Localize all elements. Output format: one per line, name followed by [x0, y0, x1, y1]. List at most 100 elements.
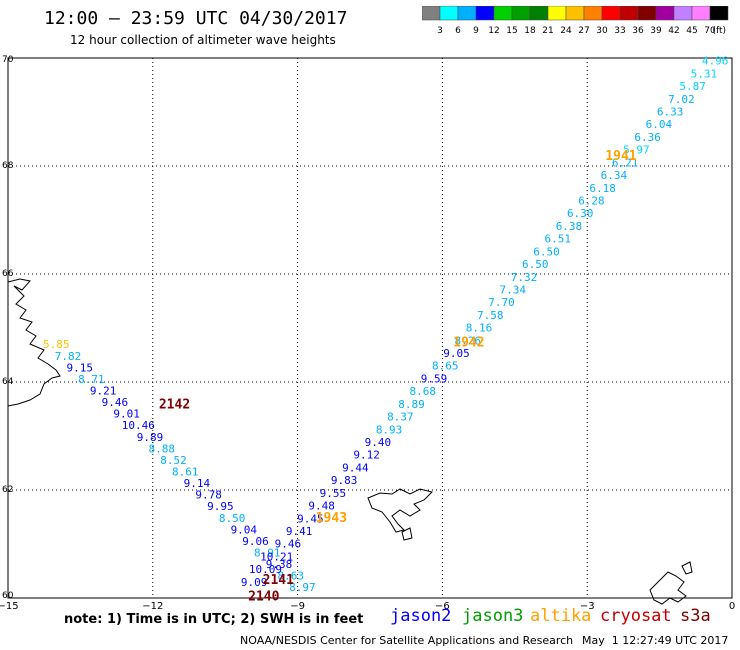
wave-height-label: 7.34: [499, 283, 526, 296]
wave-height-label: 10.21: [260, 550, 293, 563]
wave-height-label: 6.36: [634, 131, 661, 144]
wave-height-label: 5.97: [623, 144, 650, 157]
pass-time-label: 1943: [316, 511, 347, 526]
lat-tick-label: 62: [2, 485, 13, 495]
wave-height-label: 8.97: [289, 581, 316, 594]
legend-cryosat: cryosat: [600, 606, 672, 626]
color-swatch: [529, 6, 549, 21]
wave-height-label: 9.04: [231, 523, 258, 536]
color-swatch: [547, 6, 567, 21]
wave-height-label: 6.50: [533, 245, 560, 258]
wave-height-label: 8.71: [78, 373, 105, 386]
footer-credit: NOAA/NESDIS Center for Satellite Applica…: [240, 634, 574, 647]
wave-height-label: 6.28: [578, 195, 605, 208]
wave-height-label: 9.59: [421, 372, 448, 385]
wave-height-label: 9.78: [195, 489, 222, 502]
wave-height-tracks: 5.857.829.158.719.219.469.0110.469.898.8…: [43, 55, 728, 595]
color-swatch: [583, 6, 603, 21]
wave-height-label: 4.96: [702, 55, 729, 68]
wave-height-label: 6.04: [646, 118, 673, 131]
pass-time-label: 1942: [453, 336, 484, 351]
wave-height-label: 6.51: [544, 233, 571, 246]
wave-height-label: 9.05: [443, 347, 470, 360]
wave-height-label: 9.89: [137, 431, 164, 444]
wave-height-label: 5.31: [691, 67, 718, 80]
wave-height-label: 8.37: [387, 411, 414, 424]
color-swatch: [601, 6, 621, 21]
color-swatch: [511, 6, 531, 21]
wave-height-label: 7.82: [55, 350, 82, 363]
wave-height-label: 6.30: [567, 207, 594, 220]
wave-height-label: 9.45: [297, 512, 324, 525]
lon-tick-label: 0: [729, 601, 735, 612]
color-swatch: [619, 6, 639, 21]
color-swatch: [673, 6, 693, 21]
lon-tick-label: −3: [580, 601, 595, 612]
wave-height-label: 5.85: [43, 338, 70, 351]
wave-height-label: 6.21: [612, 156, 639, 169]
wave-height-label: 6.38: [556, 220, 583, 233]
color-scale-label: 42: [668, 26, 679, 36]
wave-height-label: 6.18: [589, 182, 616, 195]
wave-height-label: 9.01: [113, 408, 140, 421]
pass-time-label: 2141: [263, 573, 294, 588]
wave-height-label: 9.46: [102, 396, 129, 409]
wave-height-label: 7.70: [488, 296, 515, 309]
color-scale-label: 33: [614, 26, 625, 36]
wave-height-label: 9.46: [275, 538, 302, 551]
wave-height-label: 8.61: [172, 465, 199, 478]
lat-tick-label: 60: [2, 591, 14, 601]
color-scale-label: 6: [455, 26, 461, 36]
color-swatch: [439, 6, 459, 21]
pass-time-label: 1941: [605, 149, 636, 164]
wave-height-label: 9.21: [90, 384, 117, 397]
wave-height-label: 5.87: [679, 80, 706, 93]
color-scale-label: 27: [578, 26, 589, 36]
color-scale-label: 70: [704, 26, 716, 36]
wave-height-label: 9.55: [320, 487, 347, 500]
wave-height-label: 6.34: [601, 169, 628, 182]
wave-height-label: 8.93: [376, 423, 403, 436]
color-swatch: [637, 6, 657, 21]
color-scale-label: 9: [473, 26, 479, 36]
wave-height-label: 9.06: [242, 535, 269, 548]
pass-time-label: 2140: [248, 589, 279, 604]
lat-tick-label: 68: [2, 161, 14, 171]
coastlines: [7, 278, 693, 605]
wave-height-label: 9.15: [66, 361, 93, 374]
color-swatch: [565, 6, 585, 21]
wave-height-label: 7.32: [511, 271, 538, 284]
wave-height-label: 7.02: [668, 93, 695, 106]
color-scale-bar: 3 6 9 12 15 18 21 24 27 30 33 36 39 42 45 70(ft): [422, 6, 729, 36]
wave-height-label: 8.52: [160, 454, 187, 467]
color-scale-label: 45: [686, 26, 697, 36]
color-swatch: [709, 6, 729, 21]
page-subtitle: 12 hour collection of altimeter wave hei…: [70, 33, 336, 47]
wave-height-label: 10.46: [122, 419, 155, 432]
map-frame: [7, 57, 733, 599]
wave-height-label: 8.89: [398, 398, 425, 411]
wave-height-label: 8.26: [455, 334, 482, 347]
wave-height-label: 6.50: [522, 258, 549, 271]
legend-jason3: jason3: [462, 606, 524, 626]
color-scale-label: 12: [488, 26, 499, 36]
color-scale-label: 18: [524, 26, 536, 36]
color-scale-label: 30: [596, 26, 608, 36]
color-scale-label: 15: [506, 26, 517, 36]
wave-height-label: 9.14: [184, 477, 211, 490]
wave-height-label: 9.09: [241, 576, 268, 589]
wave-height-label: 9.95: [207, 500, 234, 513]
wave-height-label: 6.33: [657, 106, 684, 119]
wave-height-label: 8.50: [219, 512, 246, 525]
color-scale-unit: (ft): [712, 26, 726, 36]
wave-height-label: 9.12: [353, 449, 380, 462]
wave-height-label: 8.65: [432, 360, 459, 373]
color-swatch: [457, 6, 477, 21]
page-title: 12:00 – 23:59 UTC 04/30/2017: [44, 8, 348, 29]
color-swatch: [422, 6, 441, 21]
footer-timestamp: May 1 12:27:49 UTC 2017: [582, 634, 729, 647]
lon-tick-label: −12: [142, 601, 163, 612]
lon-tick-label: −9: [290, 601, 305, 612]
